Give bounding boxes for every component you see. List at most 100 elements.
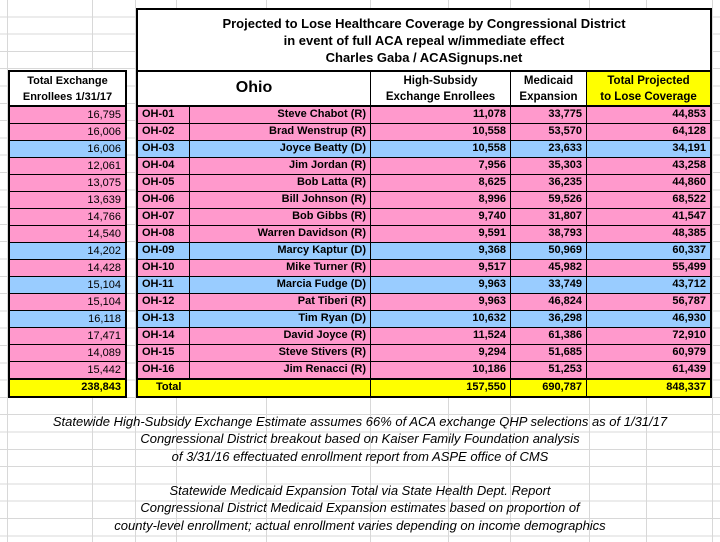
high-subsidy-cell-OH-01[interactable]: 11,078 xyxy=(371,107,511,123)
total-cell-OH-15[interactable]: 60,979 xyxy=(672,346,706,358)
total-row-medicaid-cell[interactable]: 690,787 xyxy=(511,380,587,396)
high-subsidy-cell-OH-11[interactable]: 9,963 xyxy=(371,277,511,293)
district-cell-OH-04[interactable]: OH-04 xyxy=(138,158,190,174)
exchange-enrollees-cell-OH-01[interactable]: 16,795 xyxy=(10,107,125,124)
high-subsidy-cell-OH-12[interactable]: 9,963 xyxy=(371,294,511,310)
medicaid-cell-OH-13[interactable]: 36,298 xyxy=(511,311,587,327)
total-cell-OH-09[interactable]: 60,337 xyxy=(672,244,706,256)
district-cell-OH-11[interactable]: OH-11 xyxy=(138,277,190,293)
total-cell-OH-08[interactable]: 48,385 xyxy=(672,227,706,239)
total-cell-OH-01[interactable]: 44,853 xyxy=(672,108,706,120)
high-subsidy-cell-OH-03[interactable]: 10,558 xyxy=(371,141,511,157)
district-cell-OH-07[interactable]: OH-07 xyxy=(138,209,190,225)
exchange-enrollees-cell-OH-07[interactable]: 14,766 xyxy=(10,209,125,226)
district-cell-OH-06[interactable]: OH-06 xyxy=(138,192,190,208)
rep-cell-OH-01[interactable]: Steve Chabot (R) xyxy=(190,107,371,123)
medicaid-cell-OH-12[interactable]: 46,824 xyxy=(511,294,587,310)
high-subsidy-cell-OH-09[interactable]: 9,368 xyxy=(371,243,511,259)
total-cell-OH-13[interactable]: 46,930 xyxy=(672,312,706,324)
medicaid-cell-OH-09[interactable]: 50,969 xyxy=(511,243,587,259)
rep-cell-OH-08[interactable]: Warren Davidson (R) xyxy=(190,226,371,242)
exchange-enrollees-cell-OH-15[interactable]: 14,089 xyxy=(10,345,125,362)
district-cell-OH-05[interactable]: OH-05 xyxy=(138,175,190,191)
district-cell-OH-15[interactable]: OH-15 xyxy=(138,345,190,361)
rep-cell-OH-15[interactable]: Steve Stivers (R) xyxy=(190,345,371,361)
medicaid-cell-OH-05[interactable]: 36,235 xyxy=(511,175,587,191)
total-cell-OH-07[interactable]: 41,547 xyxy=(672,210,706,222)
rep-cell-OH-14[interactable]: David Joyce (R) xyxy=(190,328,371,344)
high-subsidy-cell-OH-16[interactable]: 10,186 xyxy=(371,362,511,378)
medicaid-cell-OH-11[interactable]: 33,749 xyxy=(511,277,587,293)
exchange-enrollees-cell-OH-05[interactable]: 13,075 xyxy=(10,175,125,192)
high-subsidy-cell-OH-05[interactable]: 8,625 xyxy=(371,175,511,191)
rep-cell-OH-07[interactable]: Bob Gibbs (R) xyxy=(190,209,371,225)
medicaid-cell-OH-06[interactable]: 59,526 xyxy=(511,192,587,208)
district-cell-OH-09[interactable]: OH-09 xyxy=(138,243,190,259)
exchange-enrollees-cell-OH-03[interactable]: 16,006 xyxy=(10,141,125,158)
medicaid-cell-OH-08[interactable]: 38,793 xyxy=(511,226,587,242)
rep-cell-OH-02[interactable]: Brad Wenstrup (R) xyxy=(190,124,371,140)
exchange-enrollees-cell-OH-11[interactable]: 15,104 xyxy=(10,277,125,294)
rep-cell-OH-10[interactable]: Mike Turner (R) xyxy=(190,260,371,276)
exchange-enrollees-cell-OH-09[interactable]: 14,202 xyxy=(10,243,125,260)
total-cell-OH-02[interactable]: 64,128 xyxy=(672,125,706,137)
district-cell-OH-16[interactable]: OH-16 xyxy=(138,362,190,378)
district-cell-OH-14[interactable]: OH-14 xyxy=(138,328,190,344)
high-subsidy-cell-OH-08[interactable]: 9,591 xyxy=(371,226,511,242)
high-subsidy-cell-OH-15[interactable]: 9,294 xyxy=(371,345,511,361)
exchange-enrollees-cell-OH-16[interactable]: 15,442 xyxy=(10,362,125,378)
medicaid-cell-OH-01[interactable]: 33,775 xyxy=(511,107,587,123)
exchange-enrollees-cell-OH-02[interactable]: 16,006 xyxy=(10,124,125,141)
exchange-enrollees-cell-OH-10[interactable]: 14,428 xyxy=(10,260,125,277)
total-cell-OH-04[interactable]: 43,258 xyxy=(672,159,706,171)
medicaid-cell-OH-03[interactable]: 23,633 xyxy=(511,141,587,157)
total-cell-OH-11[interactable]: 43,712 xyxy=(672,278,706,290)
exchange-enrollees-cell-OH-14[interactable]: 17,471 xyxy=(10,328,125,345)
total-cell-OH-10[interactable]: 55,499 xyxy=(672,261,706,273)
exchange-enrollees-cell-OH-13[interactable]: 16,118 xyxy=(10,311,125,328)
medicaid-cell-OH-04[interactable]: 35,303 xyxy=(511,158,587,174)
high-subsidy-cell-OH-14[interactable]: 11,524 xyxy=(371,328,511,344)
rep-cell-OH-05[interactable]: Bob Latta (R) xyxy=(190,175,371,191)
rep-cell-OH-06[interactable]: Bill Johnson (R) xyxy=(190,192,371,208)
total-cell-OH-16[interactable]: 61,439 xyxy=(672,363,706,375)
exchange-enrollees-cell-OH-06[interactable]: 13,639 xyxy=(10,192,125,209)
exchange-enrollees-cell-OH-04[interactable]: 12,061 xyxy=(10,158,125,175)
district-cell-OH-01[interactable]: OH-01 xyxy=(138,107,190,123)
medicaid-cell-OH-07[interactable]: 31,807 xyxy=(511,209,587,225)
total-row-label-cell[interactable]: Total xyxy=(138,380,371,396)
total-cell-OH-12[interactable]: 56,787 xyxy=(672,295,706,307)
rep-cell-OH-09[interactable]: Marcy Kaptur (D) xyxy=(190,243,371,259)
high-subsidy-cell-OH-13[interactable]: 10,632 xyxy=(371,311,511,327)
rep-cell-OH-03[interactable]: Joyce Beatty (D) xyxy=(190,141,371,157)
exchange-enrollees-total-cell[interactable]: 238,843 xyxy=(10,378,125,396)
district-cell-OH-08[interactable]: OH-08 xyxy=(138,226,190,242)
medicaid-cell-OH-16[interactable]: 51,253 xyxy=(511,362,587,378)
medicaid-cell-OH-02[interactable]: 53,570 xyxy=(511,124,587,140)
high-subsidy-cell-OH-02[interactable]: 10,558 xyxy=(371,124,511,140)
rep-cell-OH-04[interactable]: Jim Jordan (R) xyxy=(190,158,371,174)
district-cell-OH-02[interactable]: OH-02 xyxy=(138,124,190,140)
total-row-total-cell[interactable]: 848,337 xyxy=(666,381,706,393)
district-cell-OH-03[interactable]: OH-03 xyxy=(138,141,190,157)
exchange-enrollees-cell-OH-08[interactable]: 14,540 xyxy=(10,226,125,243)
total-cell-OH-06[interactable]: 68,522 xyxy=(672,193,706,205)
total-cell-OH-05[interactable]: 44,860 xyxy=(672,176,706,188)
high-subsidy-cell-OH-04[interactable]: 7,956 xyxy=(371,158,511,174)
district-cell-OH-13[interactable]: OH-13 xyxy=(138,311,190,327)
high-subsidy-cell-OH-06[interactable]: 8,996 xyxy=(371,192,511,208)
rep-cell-OH-16[interactable]: Jim Renacci (R) xyxy=(190,362,371,378)
medicaid-cell-OH-15[interactable]: 51,685 xyxy=(511,345,587,361)
rep-cell-OH-13[interactable]: Tim Ryan (D) xyxy=(190,311,371,327)
district-cell-OH-12[interactable]: OH-12 xyxy=(138,294,190,310)
medicaid-cell-OH-10[interactable]: 45,982 xyxy=(511,260,587,276)
total-row-high-subsidy-cell[interactable]: 157,550 xyxy=(371,380,511,396)
rep-cell-OH-11[interactable]: Marcia Fudge (D) xyxy=(190,277,371,293)
rep-cell-OH-12[interactable]: Pat Tiberi (R) xyxy=(190,294,371,310)
medicaid-cell-OH-14[interactable]: 61,386 xyxy=(511,328,587,344)
exchange-enrollees-cell-OH-12[interactable]: 15,104 xyxy=(10,294,125,311)
high-subsidy-cell-OH-07[interactable]: 9,740 xyxy=(371,209,511,225)
total-cell-OH-03[interactable]: 34,191 xyxy=(672,142,706,154)
district-cell-OH-10[interactable]: OH-10 xyxy=(138,260,190,276)
high-subsidy-cell-OH-10[interactable]: 9,517 xyxy=(371,260,511,276)
